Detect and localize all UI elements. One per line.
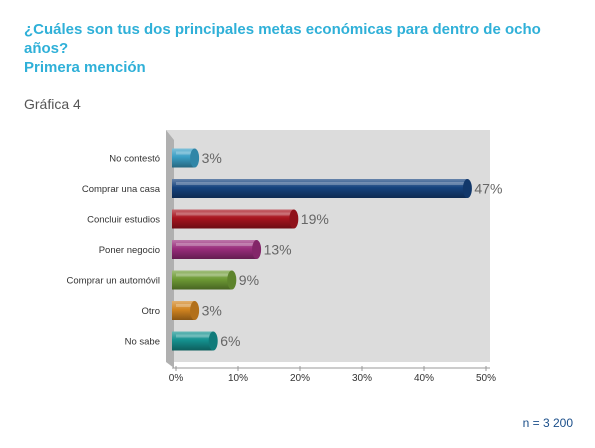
x-tick-label: 20% bbox=[290, 373, 310, 384]
bar-cap bbox=[289, 209, 299, 229]
bar-body bbox=[172, 270, 232, 290]
chart-title: ¿Cuáles son tus dos principales metas ec… bbox=[24, 20, 584, 77]
category-label: Otro bbox=[142, 306, 160, 317]
bar-highlight bbox=[176, 334, 214, 338]
category-label: Comprar una casa bbox=[82, 184, 161, 195]
x-tick-label: 50% bbox=[476, 373, 496, 384]
x-tick-label: 0% bbox=[169, 373, 184, 384]
bar-highlight bbox=[176, 304, 195, 307]
category-label: Concluir estudios bbox=[87, 215, 160, 226]
bar bbox=[172, 270, 237, 290]
bar-cap bbox=[190, 301, 200, 320]
bar bbox=[172, 179, 472, 198]
value-label: 3% bbox=[202, 150, 222, 166]
title-line-1: ¿Cuáles son tus dos principales metas ec… bbox=[24, 21, 541, 57]
bar-highlight bbox=[176, 243, 257, 246]
bar-body bbox=[172, 179, 468, 198]
bar bbox=[172, 209, 299, 229]
bar-body bbox=[172, 331, 214, 351]
value-label: 9% bbox=[239, 272, 259, 288]
bar-highlight bbox=[176, 212, 294, 216]
sample-size: n = 3 200 bbox=[522, 416, 573, 430]
category-label: Poner negocio bbox=[99, 245, 160, 256]
bar bbox=[172, 331, 218, 351]
bar-body bbox=[172, 209, 294, 229]
title-line-2: Primera mención bbox=[24, 59, 146, 76]
category-label: No contestó bbox=[109, 154, 160, 165]
bar bbox=[172, 148, 200, 168]
value-label: 19% bbox=[301, 211, 329, 227]
bar-cap bbox=[227, 270, 237, 290]
bar-body bbox=[172, 240, 257, 259]
bar-body bbox=[172, 148, 195, 168]
bar bbox=[172, 301, 200, 320]
bar-cap bbox=[252, 240, 262, 259]
bar-cap bbox=[190, 148, 200, 168]
bar-highlight bbox=[176, 273, 232, 277]
bar-cap bbox=[208, 331, 218, 351]
value-label: 47% bbox=[474, 181, 502, 197]
bar-cap bbox=[462, 179, 472, 198]
x-tick-label: 30% bbox=[352, 373, 372, 384]
bar bbox=[172, 240, 262, 259]
x-tick-label: 40% bbox=[414, 373, 434, 384]
value-label: 6% bbox=[220, 333, 240, 349]
bar-highlight bbox=[176, 182, 468, 185]
category-label: Comprar un automóvil bbox=[67, 276, 160, 287]
value-label: 13% bbox=[264, 242, 292, 258]
category-label: No sabe bbox=[125, 337, 160, 348]
value-label: 3% bbox=[202, 303, 222, 319]
figure-label: Gráfica 4 bbox=[24, 96, 81, 112]
bar-body bbox=[172, 301, 195, 320]
x-tick-label: 10% bbox=[228, 373, 248, 384]
bar-highlight bbox=[176, 151, 195, 155]
